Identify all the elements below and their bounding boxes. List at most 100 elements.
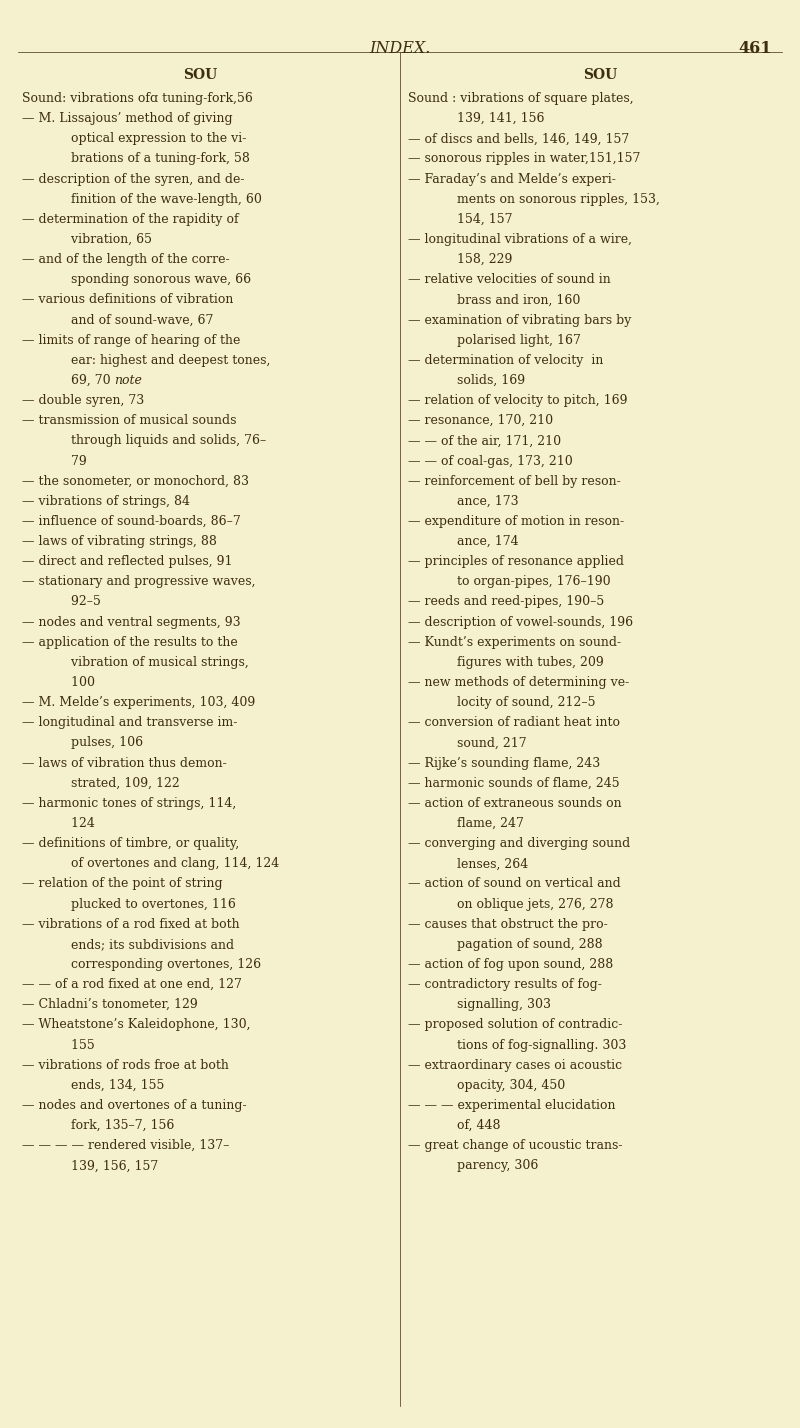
Text: — Wheatstone’s Kaleidophone, 130,: — Wheatstone’s Kaleidophone, 130, — [22, 1018, 250, 1031]
Text: SOU: SOU — [583, 69, 617, 81]
Text: — of discs and bells, 146, 149, 157: — of discs and bells, 146, 149, 157 — [408, 133, 630, 146]
Text: on oblique jets, 276, 278: on oblique jets, 276, 278 — [441, 898, 614, 911]
Text: 155: 155 — [55, 1038, 94, 1051]
Text: 69, 70: 69, 70 — [55, 374, 114, 387]
Text: — new methods of determining ve-: — new methods of determining ve- — [408, 675, 630, 690]
Text: figures with tubes, 209: figures with tubes, 209 — [441, 655, 604, 668]
Text: — double syren, 73: — double syren, 73 — [22, 394, 144, 407]
Text: — reinforcement of bell by reson-: — reinforcement of bell by reson- — [408, 474, 621, 487]
Text: solids, 169: solids, 169 — [441, 374, 525, 387]
Text: — Chladni’s tonometer, 129: — Chladni’s tonometer, 129 — [22, 998, 198, 1011]
Text: — the sonometer, or monochord, 83: — the sonometer, or monochord, 83 — [22, 474, 249, 487]
Text: — expenditure of motion in reson-: — expenditure of motion in reson- — [408, 516, 624, 528]
Text: ments on sonorous ripples, 153,: ments on sonorous ripples, 153, — [441, 193, 660, 206]
Text: — conversion of radiant heat into: — conversion of radiant heat into — [408, 717, 620, 730]
Text: — Kundt’s experiments on sound-: — Kundt’s experiments on sound- — [408, 635, 621, 648]
Text: — determination of velocity  in: — determination of velocity in — [408, 354, 603, 367]
Text: plucked to overtones, 116: plucked to overtones, 116 — [55, 898, 236, 911]
Text: — longitudinal vibrations of a wire,: — longitudinal vibrations of a wire, — [408, 233, 632, 246]
Text: — harmonic tones of strings, 114,: — harmonic tones of strings, 114, — [22, 797, 236, 810]
Text: — contradictory results of fog-: — contradictory results of fog- — [408, 978, 602, 991]
Text: flame, 247: flame, 247 — [441, 817, 524, 830]
Text: ance, 174: ance, 174 — [441, 536, 518, 548]
Text: — relation of the point of string: — relation of the point of string — [22, 877, 222, 891]
Text: — M. Lissajous’ method of giving: — M. Lissajous’ method of giving — [22, 113, 233, 126]
Text: ends, 134, 155: ends, 134, 155 — [55, 1078, 164, 1092]
Text: pagation of sound, 288: pagation of sound, 288 — [441, 938, 602, 951]
Text: — causes that obstruct the pro-: — causes that obstruct the pro- — [408, 918, 608, 931]
Text: — harmonic sounds of flame, 245: — harmonic sounds of flame, 245 — [408, 777, 620, 790]
Text: pulses, 106: pulses, 106 — [55, 737, 143, 750]
Text: vibration of musical strings,: vibration of musical strings, — [55, 655, 249, 668]
Text: locity of sound, 212–5: locity of sound, 212–5 — [441, 697, 595, 710]
Text: — description of vowel-sounds, 196: — description of vowel-sounds, 196 — [408, 615, 633, 628]
Text: — limits of range of hearing of the: — limits of range of hearing of the — [22, 334, 240, 347]
Text: 79: 79 — [55, 454, 86, 467]
Text: — converging and diverging sound: — converging and diverging sound — [408, 837, 630, 850]
Text: polarised light, 167: polarised light, 167 — [441, 334, 581, 347]
Text: — Faraday’s and Melde’s experi-: — Faraday’s and Melde’s experi- — [408, 173, 616, 186]
Text: Sound : vibrations of square plates,: Sound : vibrations of square plates, — [408, 91, 634, 106]
Text: — and of the length of the corre-: — and of the length of the corre- — [22, 253, 230, 266]
Text: — transmission of musical sounds: — transmission of musical sounds — [22, 414, 237, 427]
Text: SOU: SOU — [183, 69, 217, 81]
Text: — nodes and ventral segments, 93: — nodes and ventral segments, 93 — [22, 615, 241, 628]
Text: — determination of the rapidity of: — determination of the rapidity of — [22, 213, 238, 226]
Text: 124: 124 — [55, 817, 95, 830]
Text: 158, 229: 158, 229 — [441, 253, 512, 266]
Text: finition of the wave-length, 60: finition of the wave-length, 60 — [55, 193, 262, 206]
Text: — — of coal-gas, 173, 210: — — of coal-gas, 173, 210 — [408, 454, 573, 467]
Text: — action of sound on vertical and: — action of sound on vertical and — [408, 877, 621, 891]
Text: — resonance, 170, 210: — resonance, 170, 210 — [408, 414, 553, 427]
Text: — Rijke’s sounding flame, 243: — Rijke’s sounding flame, 243 — [408, 757, 600, 770]
Text: through liquids and solids, 76–: through liquids and solids, 76– — [55, 434, 266, 447]
Text: of overtones and clang, 114, 124: of overtones and clang, 114, 124 — [55, 857, 279, 870]
Text: — direct and reflected pulses, 91: — direct and reflected pulses, 91 — [22, 555, 233, 568]
Text: vibration, 65: vibration, 65 — [55, 233, 152, 246]
Text: — longitudinal and transverse im-: — longitudinal and transverse im- — [22, 717, 238, 730]
Text: — relative velocities of sound in: — relative velocities of sound in — [408, 273, 610, 286]
Text: signalling, 303: signalling, 303 — [441, 998, 551, 1011]
Text: Sound: vibrations ofɑ tuning-fork,56: Sound: vibrations ofɑ tuning-fork,56 — [22, 91, 253, 106]
Text: — laws of vibrating strings, 88: — laws of vibrating strings, 88 — [22, 536, 217, 548]
Text: — relation of velocity to pitch, 169: — relation of velocity to pitch, 169 — [408, 394, 627, 407]
Text: strated, 109, 122: strated, 109, 122 — [55, 777, 180, 790]
Text: — M. Melde’s experiments, 103, 409: — M. Melde’s experiments, 103, 409 — [22, 697, 255, 710]
Text: — vibrations of a rod fixed at both: — vibrations of a rod fixed at both — [22, 918, 240, 931]
Text: INDEX.: INDEX. — [370, 40, 430, 57]
Text: 139, 156, 157: 139, 156, 157 — [55, 1160, 158, 1172]
Text: — great change of ucoustic trans-: — great change of ucoustic trans- — [408, 1140, 622, 1152]
Text: — action of fog upon sound, 288: — action of fog upon sound, 288 — [408, 958, 614, 971]
Text: — principles of resonance applied: — principles of resonance applied — [408, 555, 624, 568]
Text: — stationary and progressive waves,: — stationary and progressive waves, — [22, 575, 255, 588]
Text: sound, 217: sound, 217 — [441, 737, 526, 750]
Text: — — of a rod fixed at one end, 127: — — of a rod fixed at one end, 127 — [22, 978, 242, 991]
Text: — various definitions of vibration: — various definitions of vibration — [22, 293, 234, 307]
Text: sponding sonorous wave, 66: sponding sonorous wave, 66 — [55, 273, 251, 286]
Text: — application of the results to the: — application of the results to the — [22, 635, 238, 648]
Text: — extraordinary cases oi acoustic: — extraordinary cases oi acoustic — [408, 1058, 622, 1071]
Text: — sonorous ripples in water,151,157: — sonorous ripples in water,151,157 — [408, 153, 640, 166]
Text: note: note — [114, 374, 142, 387]
Text: 154, 157: 154, 157 — [441, 213, 513, 226]
Text: — action of extraneous sounds on: — action of extraneous sounds on — [408, 797, 622, 810]
Text: 92–5: 92–5 — [55, 595, 101, 608]
Text: ear: highest and deepest tones,: ear: highest and deepest tones, — [55, 354, 270, 367]
Text: brations of a tuning-fork, 58: brations of a tuning-fork, 58 — [55, 153, 250, 166]
Text: to organ-pipes, 176–190: to organ-pipes, 176–190 — [441, 575, 610, 588]
Text: lenses, 264: lenses, 264 — [441, 857, 528, 870]
Text: and of sound-wave, 67: and of sound-wave, 67 — [55, 314, 214, 327]
Text: — reeds and reed-pipes, 190–5: — reeds and reed-pipes, 190–5 — [408, 595, 604, 608]
Text: — influence of sound-boards, 86–7: — influence of sound-boards, 86–7 — [22, 516, 241, 528]
Text: optical expression to the vi-: optical expression to the vi- — [55, 133, 246, 146]
Text: ends; its subdivisions and: ends; its subdivisions and — [55, 938, 234, 951]
Text: of, 448: of, 448 — [441, 1120, 501, 1132]
Text: 100: 100 — [55, 675, 95, 690]
Text: 139, 141, 156: 139, 141, 156 — [441, 113, 545, 126]
Text: ance, 173: ance, 173 — [441, 494, 518, 508]
Text: 461: 461 — [738, 40, 772, 57]
Text: — examination of vibrating bars by: — examination of vibrating bars by — [408, 314, 631, 327]
Text: tions of fog-signalling. 303: tions of fog-signalling. 303 — [441, 1038, 626, 1051]
Text: — nodes and overtones of a tuning-: — nodes and overtones of a tuning- — [22, 1100, 246, 1112]
Text: — laws of vibration thus demon-: — laws of vibration thus demon- — [22, 757, 226, 770]
